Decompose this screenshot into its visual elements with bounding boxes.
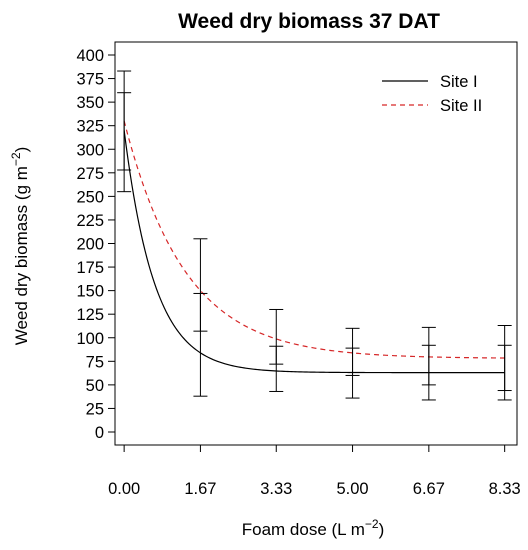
y-tick-label: 275 (76, 165, 104, 183)
errorbar-layer (117, 70, 512, 401)
y-tick-label: 200 (76, 236, 104, 254)
y-tick-label: 175 (76, 259, 104, 277)
y-tick-label: 125 (76, 306, 104, 324)
y-tick-label: 0 (95, 424, 104, 442)
x-tick-label: 8.33 (489, 480, 521, 498)
y-axis: 0 25 50 75 100 125 150 175 200 225 250 275 300 325 350… (76, 47, 115, 442)
legend-label-2: Site II (440, 97, 482, 115)
y-tick-label: 100 (76, 330, 104, 348)
y-tick-label: 375 (76, 71, 104, 89)
chart-title: Weed dry biomass 37 DAT (178, 10, 440, 33)
y-tick-label: 50 (86, 377, 104, 395)
x-tick-label: 1.67 (184, 480, 216, 498)
x-tick-label: 6.67 (413, 480, 445, 498)
x-axis-label-sup: −2 (365, 517, 379, 531)
series-layer (123, 120, 505, 374)
x-axis-label: Foam dose (L m−2) (242, 517, 385, 539)
y-tick-label: 400 (76, 47, 104, 65)
series-line-2 (123, 120, 505, 359)
y-tick-label: 75 (86, 353, 104, 371)
y-tick-label: 300 (76, 141, 104, 159)
y-tick-label: 150 (76, 283, 104, 301)
y-tick-label: 25 (86, 400, 104, 418)
y-axis-label-sup: −2 (9, 152, 23, 166)
x-tick-label: 5.00 (336, 480, 368, 498)
legend-label-1: Site I (440, 73, 478, 91)
x-tick-label: 3.33 (260, 480, 292, 498)
y-axis-label: Weed dry biomass (g m−2) (9, 147, 31, 346)
x-axis: 0.00 1.67 3.33 5.00 6.67 8.33 (108, 445, 521, 498)
y-tick-label: 225 (76, 212, 104, 230)
legend: Site I Site II (382, 73, 482, 115)
y-tick-label: 325 (76, 118, 104, 136)
series-line-1 (123, 130, 505, 374)
y-tick-label: 250 (76, 188, 104, 206)
y-tick-label: 350 (76, 94, 104, 112)
x-tick-label: 0.00 (108, 480, 140, 498)
